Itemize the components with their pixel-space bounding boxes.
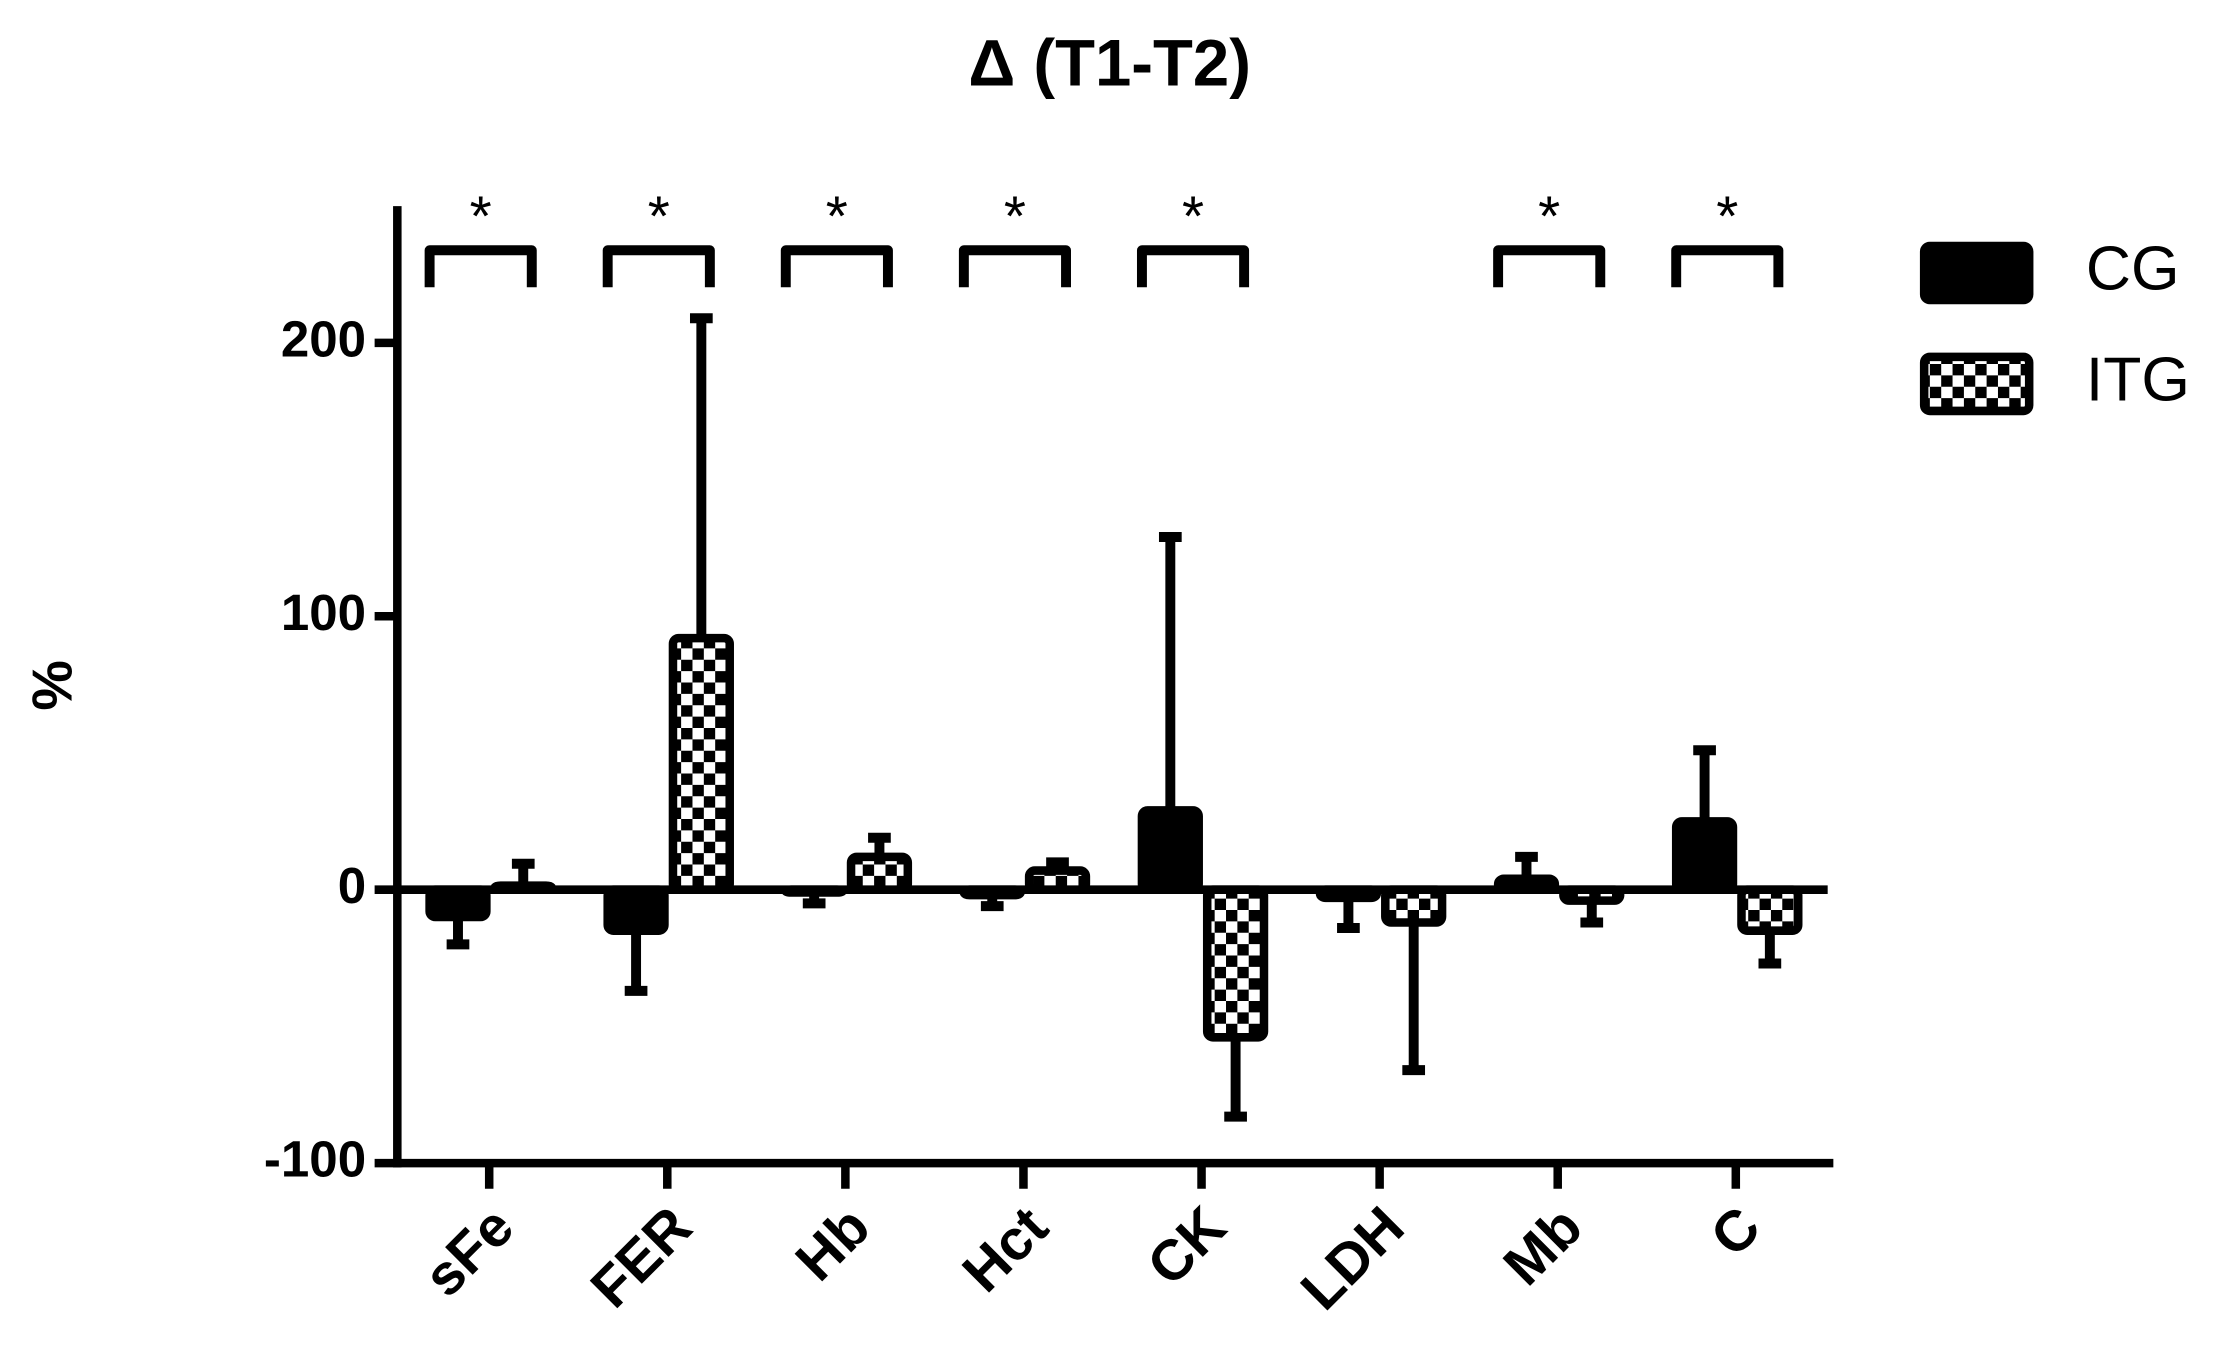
legend-label: ITG	[2086, 344, 2190, 414]
significance-bracket	[1671, 245, 1784, 288]
bar	[846, 852, 913, 894]
y-tick-label: 100	[281, 584, 366, 641]
x-tick-label: sFe	[412, 1195, 526, 1309]
bar	[425, 885, 491, 922]
significance-bracket	[424, 245, 537, 288]
bar	[1559, 885, 1625, 905]
bar	[490, 881, 556, 894]
y-tick-label: 200	[281, 310, 366, 367]
significance-label: *	[1182, 185, 1204, 248]
bar	[1137, 806, 1203, 894]
significance-bracket	[1136, 245, 1250, 288]
significance-label: *	[826, 185, 848, 248]
x-tick-label: Hct	[951, 1195, 1060, 1304]
bar	[959, 885, 1025, 900]
significance-label: *	[1004, 185, 1026, 248]
bar	[668, 633, 734, 894]
legend-label: CG	[2086, 233, 2180, 303]
x-tick-label: C	[1699, 1195, 1772, 1269]
chart-title: Δ (T1-T2)	[968, 26, 1251, 99]
y-tick-label: -100	[264, 1131, 366, 1188]
significance-label: *	[470, 185, 492, 248]
significance-bracket	[602, 245, 715, 288]
x-tick-label: Mb	[1492, 1195, 1594, 1298]
bar	[603, 885, 669, 935]
bar	[1381, 885, 1447, 927]
bar	[1493, 874, 1560, 894]
legend-swatch	[1919, 241, 2034, 305]
y-axis-label: %	[22, 660, 85, 711]
bar	[1315, 885, 1382, 903]
significance-label: *	[1538, 185, 1560, 248]
bar	[1671, 817, 1738, 894]
bar	[1737, 885, 1803, 935]
significance-bracket	[958, 245, 1071, 288]
x-tick-label: FER	[579, 1195, 704, 1320]
x-tick-label: CK	[1136, 1195, 1238, 1298]
significance-bracket	[1493, 245, 1606, 288]
significance-bracket	[780, 245, 893, 288]
legend-swatch	[1919, 352, 2034, 416]
bar	[1024, 866, 1091, 894]
bar	[781, 885, 847, 897]
x-tick-label: Hb	[784, 1195, 882, 1293]
significance-label: *	[1716, 185, 1738, 248]
x-tick-label: LDH	[1289, 1195, 1416, 1322]
significance-label: *	[648, 185, 670, 248]
y-tick-label: 0	[338, 857, 366, 914]
bar	[1202, 885, 1269, 1042]
